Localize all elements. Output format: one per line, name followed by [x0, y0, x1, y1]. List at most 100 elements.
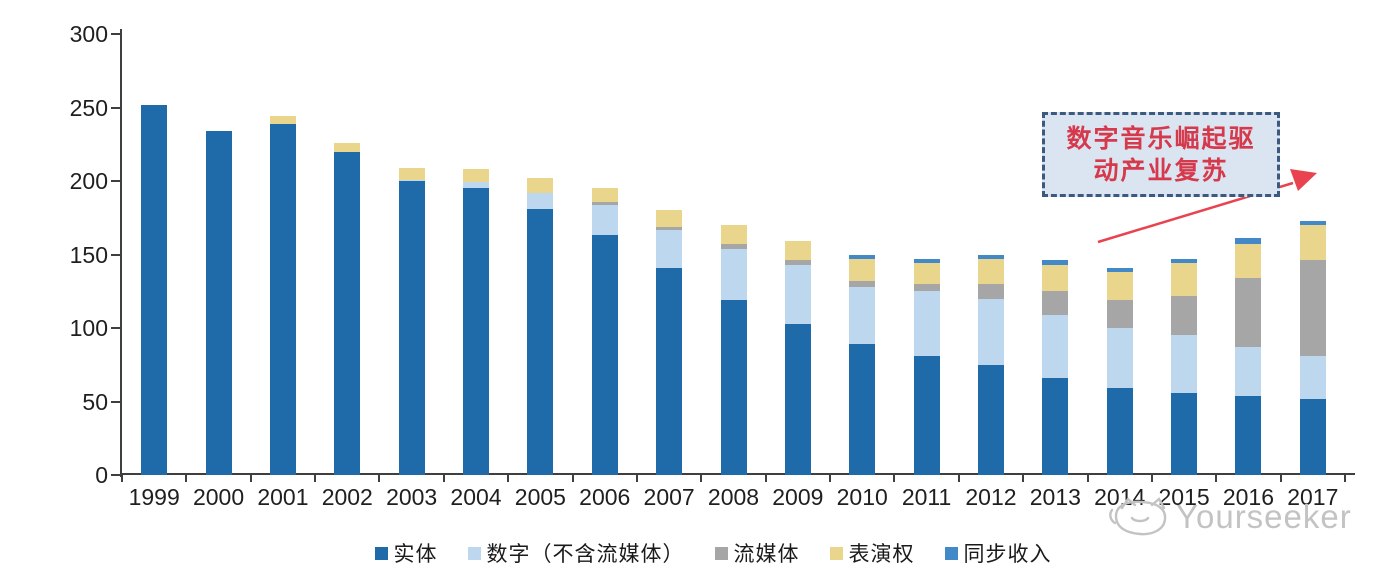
- x-axis-tick: [893, 475, 896, 482]
- legend-item: 数字（不含流媒体）: [467, 538, 685, 568]
- bar-segment-2009: [784, 264, 811, 324]
- x-axis-tick: [507, 475, 510, 482]
- bar-segment-2014: [1106, 267, 1133, 273]
- y-axis-tick: [111, 474, 120, 476]
- watermark: Yourseeker: [1108, 494, 1352, 540]
- x-axis-tick: [957, 475, 960, 482]
- x-axis-tick: [185, 475, 188, 482]
- legend-label: 表演权: [848, 543, 915, 566]
- bar-segment-2008: [720, 300, 747, 475]
- x-axis-label-2014: 2014: [1094, 484, 1146, 510]
- y-axis-label-200: 200: [69, 168, 108, 194]
- bar-segment-2016: [1235, 278, 1262, 348]
- bar-segment-2004: [463, 182, 490, 189]
- x-axis-label-2001: 2001: [257, 484, 309, 510]
- x-axis-tick: [764, 475, 767, 482]
- bar-segment-2013: [1042, 377, 1069, 475]
- x-axis-label-2016: 2016: [1222, 484, 1275, 510]
- x-axis-tick: [1215, 475, 1218, 482]
- bar-segment-2008: [720, 225, 747, 245]
- bar-segment-2000: [205, 131, 232, 475]
- bar-segment-2006: [591, 235, 618, 475]
- bar-segment-2017: [1299, 398, 1326, 475]
- bar-segment-2010: [849, 258, 876, 281]
- bar-segment-2017: [1299, 260, 1326, 356]
- plot-area: 1999 2000 2001 2002 2003 2004 2005 2006 2007 2008…: [70, 22, 1355, 509]
- y-axis-tick: [111, 33, 120, 35]
- x-axis-tick: [249, 475, 252, 482]
- bar-segment-2016: [1235, 238, 1262, 245]
- y-axis-line: [120, 29, 122, 477]
- x-axis-tick: [121, 475, 123, 482]
- x-axis-tick: [1022, 475, 1025, 482]
- bar-segment-2014: [1106, 328, 1133, 389]
- x-axis-label-2017: 2017: [1287, 484, 1339, 510]
- x-axis-tick: [571, 475, 574, 482]
- bar-segment-2011: [913, 355, 940, 475]
- bar-segment-2017: [1299, 220, 1326, 226]
- bar-segment-2010: [849, 286, 876, 345]
- bar-segment-2001: [269, 123, 296, 475]
- x-axis-tick: [1344, 475, 1346, 482]
- y-axis-tick: [111, 180, 120, 182]
- bar-segment-2003: [398, 167, 425, 180]
- x-axis-tick: [314, 475, 317, 482]
- x-axis-label-1999: 1999: [128, 484, 180, 510]
- bar-segment-2015: [1171, 263, 1198, 296]
- x-axis-label-2007: 2007: [643, 484, 695, 510]
- y-axis-label-0: 0: [95, 462, 108, 488]
- bar-segment-2016: [1235, 347, 1262, 396]
- bar-segment-2009: [784, 260, 811, 265]
- bar-segment-2016: [1235, 395, 1262, 475]
- bar-segment-2005: [527, 178, 554, 193]
- bar-segment-2002: [334, 142, 361, 152]
- bar-segment-2002: [334, 151, 361, 475]
- bar-segment-2008: [720, 248, 747, 301]
- x-axis-label-2006: 2006: [579, 484, 631, 510]
- bar-segment-2011: [913, 263, 940, 284]
- y-axis-tick: [111, 327, 120, 329]
- watermark-brand: Yourseeker: [1176, 498, 1352, 535]
- bar-segment-2001: [269, 116, 296, 124]
- bar-segment-2016: [1235, 244, 1262, 278]
- y-axis-tick: [111, 106, 120, 109]
- bar-segment-2006: [591, 201, 618, 205]
- bar-segment-2003: [398, 181, 425, 475]
- x-axis-tick: [442, 475, 445, 482]
- bar-segment-2015: [1171, 258, 1198, 264]
- x-axis-tick: [829, 475, 832, 482]
- x-axis-label-2008: 2008: [707, 484, 760, 510]
- legend-item: 流媒体: [714, 538, 800, 568]
- annotation-text: 数字音乐崛起驱 动产业复苏: [1066, 124, 1256, 185]
- bar-segment-2015: [1171, 295, 1198, 336]
- bar-segment-2013: [1042, 264, 1069, 292]
- bar-segment-2017: [1299, 355, 1326, 399]
- legend-swatch: [944, 546, 958, 560]
- x-axis-label-2015: 2015: [1158, 484, 1210, 510]
- bar-segment-2014: [1106, 388, 1133, 475]
- bar-segment-2003: [398, 179, 425, 181]
- bar-segment-2013: [1042, 291, 1069, 315]
- x-axis-label-2003: 2003: [386, 484, 438, 510]
- bar-segment-2012: [977, 298, 1004, 365]
- bar-segment-2014: [1106, 272, 1133, 301]
- y-axis-label-250: 250: [69, 94, 108, 121]
- bar-segment-2011: [913, 283, 940, 292]
- legend-swatch: [374, 546, 388, 560]
- bar-segment-2015: [1171, 335, 1198, 393]
- bar-segment-2004: [463, 188, 490, 475]
- legend-item: 同步收入: [944, 538, 1052, 568]
- bar-segment-2013: [1042, 314, 1069, 378]
- x-axis-tick: [635, 475, 638, 482]
- y-axis-label-300: 300: [69, 21, 108, 47]
- bar-segment-2004: [463, 169, 490, 183]
- bar-segment-2011: [913, 258, 940, 264]
- legend-label: 数字（不含流媒体）: [486, 543, 685, 566]
- bar-segment-2015: [1171, 392, 1198, 475]
- legend-swatch: [829, 546, 843, 560]
- bar-segment-2009: [784, 323, 811, 475]
- bar-segment-2012: [977, 364, 1004, 475]
- x-axis-tick: [378, 475, 381, 482]
- x-axis-label-2000: 2000: [192, 484, 245, 510]
